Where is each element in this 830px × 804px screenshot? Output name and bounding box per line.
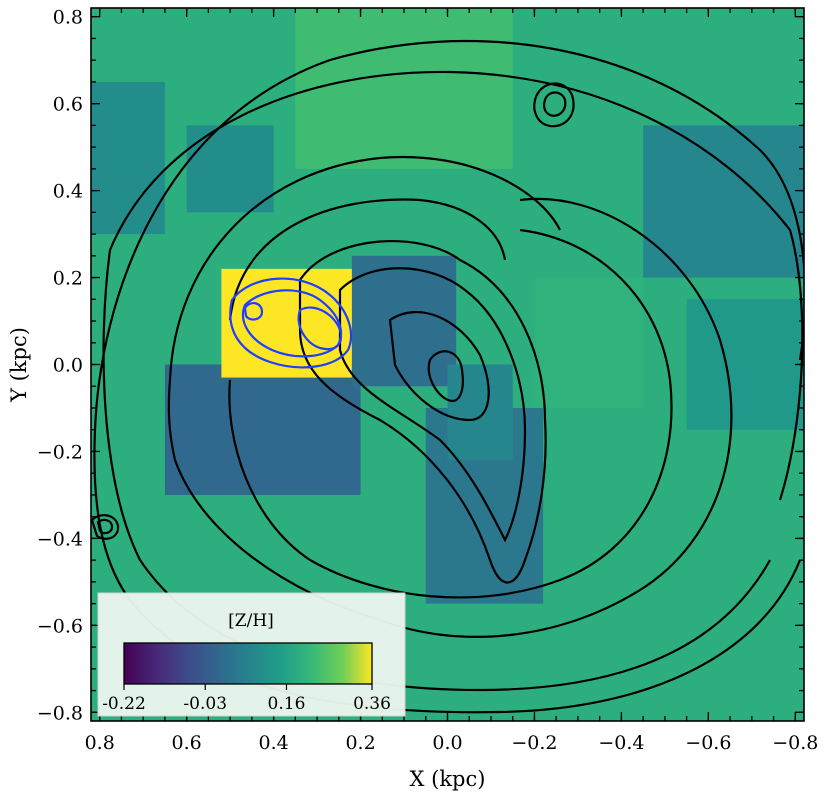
- x-tick-label: −0.2: [511, 732, 557, 754]
- y-tick-label: −0.2: [37, 441, 83, 463]
- heatmap-region-1: [295, 8, 513, 169]
- heatmap-region-9: [351, 255, 457, 387]
- heatmap-region-4: [186, 125, 274, 213]
- x-tick-label: 0.0: [432, 732, 462, 754]
- y-tick-label: 0.6: [53, 94, 83, 116]
- contour-clump-left: [91, 514, 120, 540]
- contour-mid-ring-2: [228, 198, 673, 599]
- y-tick-label: 0.2: [53, 268, 83, 290]
- colorbar-tick-label: -0.22: [102, 694, 146, 714]
- x-tick-label: 0.2: [345, 732, 375, 754]
- heatmap-region-11: [447, 364, 513, 461]
- colorbar-label: [Z/H]: [228, 611, 274, 631]
- heatmap-region-7: [534, 277, 644, 408]
- x-axis-label: X (kpc): [410, 767, 486, 791]
- y-axis-label: Y (kpc): [7, 327, 31, 403]
- x-tick-label: 0.8: [85, 732, 115, 754]
- colorbar-tick-label: -0.03: [183, 694, 227, 714]
- contour-mid-ring: [167, 155, 733, 638]
- highlight-contour-inner: [297, 306, 343, 351]
- colorbar-tick-label: 0.36: [353, 694, 391, 714]
- contour-inner-1: [298, 240, 547, 584]
- y-tick-label: −0.6: [37, 615, 83, 637]
- heatmap-region-3: [91, 81, 165, 235]
- contour-clump-top-right-inner: [542, 91, 567, 117]
- axis-ticks: 0.8 0.6 0.4 0.2 0.0 −0.2 −0.4 −0.6 −0.80.80.60.4…: [37, 7, 819, 754]
- x-tick-label: −0.8: [772, 732, 818, 754]
- highlight-contour-spot: [243, 302, 264, 321]
- heatmap-region-6: [686, 299, 804, 430]
- y-tick-label: 0.4: [53, 181, 83, 203]
- heatmap-region-8: [164, 364, 361, 495]
- contour-inner-2: [338, 267, 527, 543]
- colorbar-gradient: [123, 642, 373, 685]
- contour-clump-top-right: [533, 82, 575, 128]
- contour-inner-3: [388, 311, 490, 422]
- x-tick-label: −0.4: [598, 732, 644, 754]
- colorbar-legend: [Z/H] -0.22 -0.03 0.16 0.36: [97, 592, 406, 717]
- contour-clump-left-inner: [96, 518, 114, 535]
- highlight-contours: [229, 277, 352, 369]
- heatmap-region-5: [643, 125, 804, 278]
- colorbar-tick-label: 0.16: [268, 694, 306, 714]
- y-tick-label: −0.8: [37, 702, 83, 724]
- colorbar-ticks: -0.22 -0.03 0.16 0.36: [102, 684, 391, 714]
- x-tick-label: 0.6: [172, 732, 202, 754]
- x-tick-label: −0.6: [685, 732, 731, 754]
- y-tick-label: 0.8: [53, 7, 83, 29]
- contour-core: [427, 350, 464, 403]
- contour-layer: [91, 39, 804, 714]
- y-tick-label: 0.0: [53, 355, 83, 377]
- y-tick-label: −0.4: [37, 528, 83, 550]
- highlight-contour-outer: [229, 277, 352, 369]
- x-tick-label: 0.4: [258, 732, 288, 754]
